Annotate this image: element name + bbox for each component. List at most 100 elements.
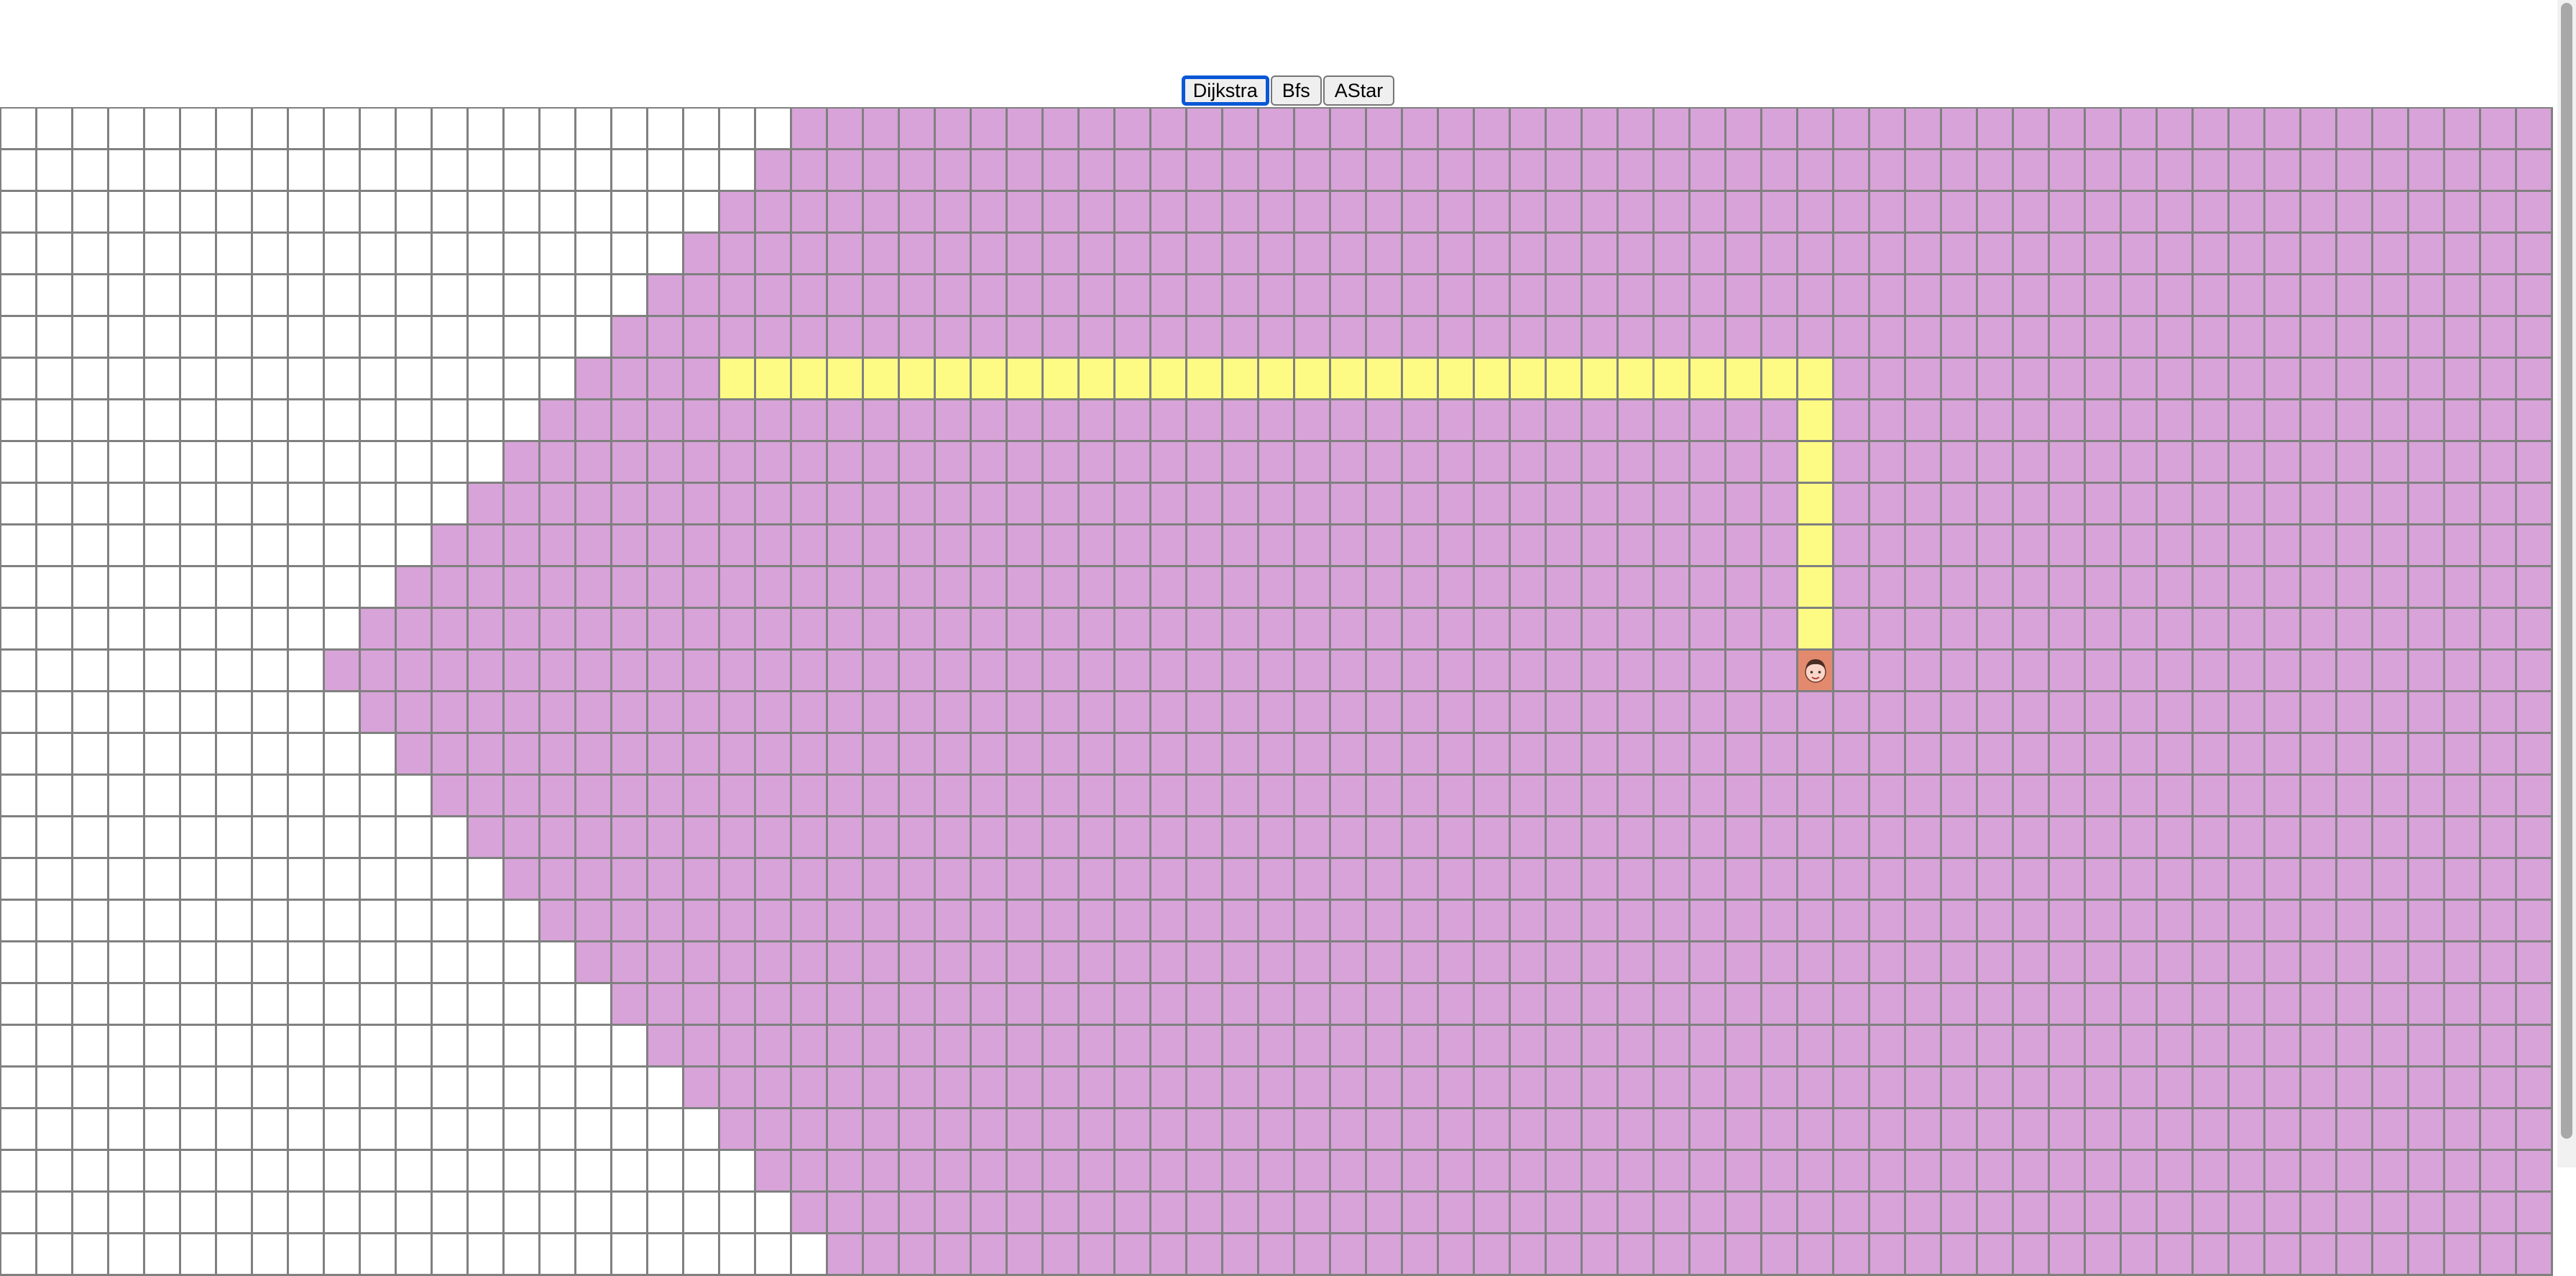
grid-cell-visited[interactable] <box>1080 734 1116 776</box>
grid-cell-unvisited[interactable] <box>37 1151 73 1193</box>
grid-cell-visited[interactable] <box>2194 734 2230 776</box>
grid-cell-visited[interactable] <box>2337 109 2373 150</box>
grid-cell-visited[interactable] <box>576 609 612 651</box>
grid-cell-visited[interactable] <box>1151 525 1187 567</box>
grid-cell-visited[interactable] <box>720 817 756 859</box>
grid-cell-visited[interactable] <box>684 651 720 692</box>
grid-cell-visited[interactable] <box>2409 817 2445 859</box>
grid-cell-visited[interactable] <box>1367 234 1403 275</box>
grid-cell-visited[interactable] <box>2373 192 2409 234</box>
grid-cell-visited[interactable] <box>1116 1068 1151 1109</box>
grid-cell-visited[interactable] <box>972 651 1008 692</box>
grid-cell-visited[interactable] <box>1151 484 1187 525</box>
grid-cell-unvisited[interactable] <box>217 1026 253 1068</box>
grid-cell-visited[interactable] <box>1331 442 1367 484</box>
grid-cell-visited[interactable] <box>1080 859 1116 901</box>
grid-cell-visited[interactable] <box>2122 317 2158 359</box>
grid-cell-unvisited[interactable] <box>181 609 217 651</box>
grid-cell-visited[interactable] <box>2194 817 2230 859</box>
grid-cell-visited[interactable] <box>1726 1234 1762 1276</box>
grid-cell-visited[interactable] <box>1690 859 1726 901</box>
grid-cell-visited[interactable] <box>1439 1068 1475 1109</box>
grid-cell-unvisited[interactable] <box>289 525 325 567</box>
grid-cell-visited[interactable] <box>1726 942 1762 984</box>
grid-cell-visited[interactable] <box>900 109 936 150</box>
grid-cell-visited[interactable] <box>1367 984 1403 1026</box>
grid-cell-unvisited[interactable] <box>505 192 540 234</box>
grid-cell-visited[interactable] <box>792 984 828 1026</box>
grid-cell-visited[interactable] <box>469 776 505 817</box>
grid-cell-unvisited[interactable] <box>397 317 433 359</box>
grid-cell-unvisited[interactable] <box>37 317 73 359</box>
grid-cell-visited[interactable] <box>1726 317 1762 359</box>
grid-cell-path[interactable] <box>1583 359 1619 400</box>
grid-cell-unvisited[interactable] <box>361 984 397 1026</box>
grid-cell-unvisited[interactable] <box>109 984 145 1026</box>
grid-cell-visited[interactable] <box>2230 192 2266 234</box>
grid-cell-visited[interactable] <box>2122 400 2158 442</box>
grid-cell-visited[interactable] <box>1978 275 2014 317</box>
grid-cell-unvisited[interactable] <box>217 150 253 192</box>
grid-cell-visited[interactable] <box>2337 567 2373 609</box>
grid-cell-visited[interactable] <box>2481 609 2517 651</box>
grid-cell-visited[interactable] <box>1834 1026 1870 1068</box>
grid-cell-visited[interactable] <box>828 776 864 817</box>
grid-cell-unvisited[interactable] <box>217 776 253 817</box>
grid-cell-visited[interactable] <box>972 1068 1008 1109</box>
grid-cell-visited[interactable] <box>2373 901 2409 942</box>
grid-cell-visited[interactable] <box>2050 734 2086 776</box>
grid-cell-visited[interactable] <box>612 942 648 984</box>
grid-cell-visited[interactable] <box>972 192 1008 234</box>
grid-cell-visited[interactable] <box>1044 1234 1080 1276</box>
grid-cell-visited[interactable] <box>1798 942 1834 984</box>
grid-cell-unvisited[interactable] <box>397 525 433 567</box>
grid-cell-unvisited[interactable] <box>648 109 684 150</box>
grid-cell-visited[interactable] <box>2409 901 2445 942</box>
grid-cell-unvisited[interactable] <box>217 859 253 901</box>
grid-cell-visited[interactable] <box>397 734 433 776</box>
grid-cell-visited[interactable] <box>2158 234 2194 275</box>
grid-cell-visited[interactable] <box>1978 234 2014 275</box>
grid-cell-unvisited[interactable] <box>648 1109 684 1151</box>
grid-cell-visited[interactable] <box>1475 400 1511 442</box>
grid-cell-visited[interactable] <box>1080 234 1116 275</box>
grid-cell-visited[interactable] <box>2445 1109 2481 1151</box>
grid-cell-visited[interactable] <box>900 734 936 776</box>
grid-cell-unvisited[interactable] <box>433 859 469 901</box>
grid-cell-visited[interactable] <box>576 817 612 859</box>
grid-cell-visited[interactable] <box>1870 442 1906 484</box>
grid-cell-visited[interactable] <box>1762 1026 1798 1068</box>
grid-cell-visited[interactable] <box>1906 1068 1942 1109</box>
grid-cell-unvisited[interactable] <box>181 692 217 734</box>
grid-cell-visited[interactable] <box>1547 525 1583 567</box>
grid-cell-visited[interactable] <box>1223 942 1259 984</box>
grid-cell-visited[interactable] <box>1259 901 1295 942</box>
grid-cell-unvisited[interactable] <box>325 275 361 317</box>
grid-cell-unvisited[interactable] <box>217 525 253 567</box>
grid-cell-visited[interactable] <box>1619 150 1655 192</box>
grid-cell-visited[interactable] <box>1331 484 1367 525</box>
grid-cell-visited[interactable] <box>1295 275 1331 317</box>
grid-cell-visited[interactable] <box>1331 275 1367 317</box>
grid-cell-visited[interactable] <box>2086 1026 2122 1068</box>
grid-cell-visited[interactable] <box>1798 317 1834 359</box>
grid-cell-unvisited[interactable] <box>720 109 756 150</box>
grid-cell-visited[interactable] <box>1439 651 1475 692</box>
grid-cell-visited[interactable] <box>1978 984 2014 1026</box>
grid-cell-visited[interactable] <box>1978 525 2014 567</box>
grid-cell-visited[interactable] <box>1942 275 1978 317</box>
grid-cell-visited[interactable] <box>1655 651 1690 692</box>
grid-cell-visited[interactable] <box>1080 275 1116 317</box>
grid-cell-visited[interactable] <box>1762 275 1798 317</box>
grid-cell-path[interactable] <box>1798 442 1834 484</box>
grid-cell-visited[interactable] <box>1403 817 1439 859</box>
grid-cell-visited[interactable] <box>1511 1109 1547 1151</box>
grid-cell-visited[interactable] <box>1798 1193 1834 1234</box>
grid-cell-visited[interactable] <box>792 484 828 525</box>
grid-cell-visited[interactable] <box>864 817 900 859</box>
grid-cell-visited[interactable] <box>1223 984 1259 1026</box>
grid-cell-visited[interactable] <box>2158 901 2194 942</box>
grid-cell-unvisited[interactable] <box>145 817 181 859</box>
grid-cell-visited[interactable] <box>540 859 576 901</box>
grid-cell-path[interactable] <box>1547 359 1583 400</box>
